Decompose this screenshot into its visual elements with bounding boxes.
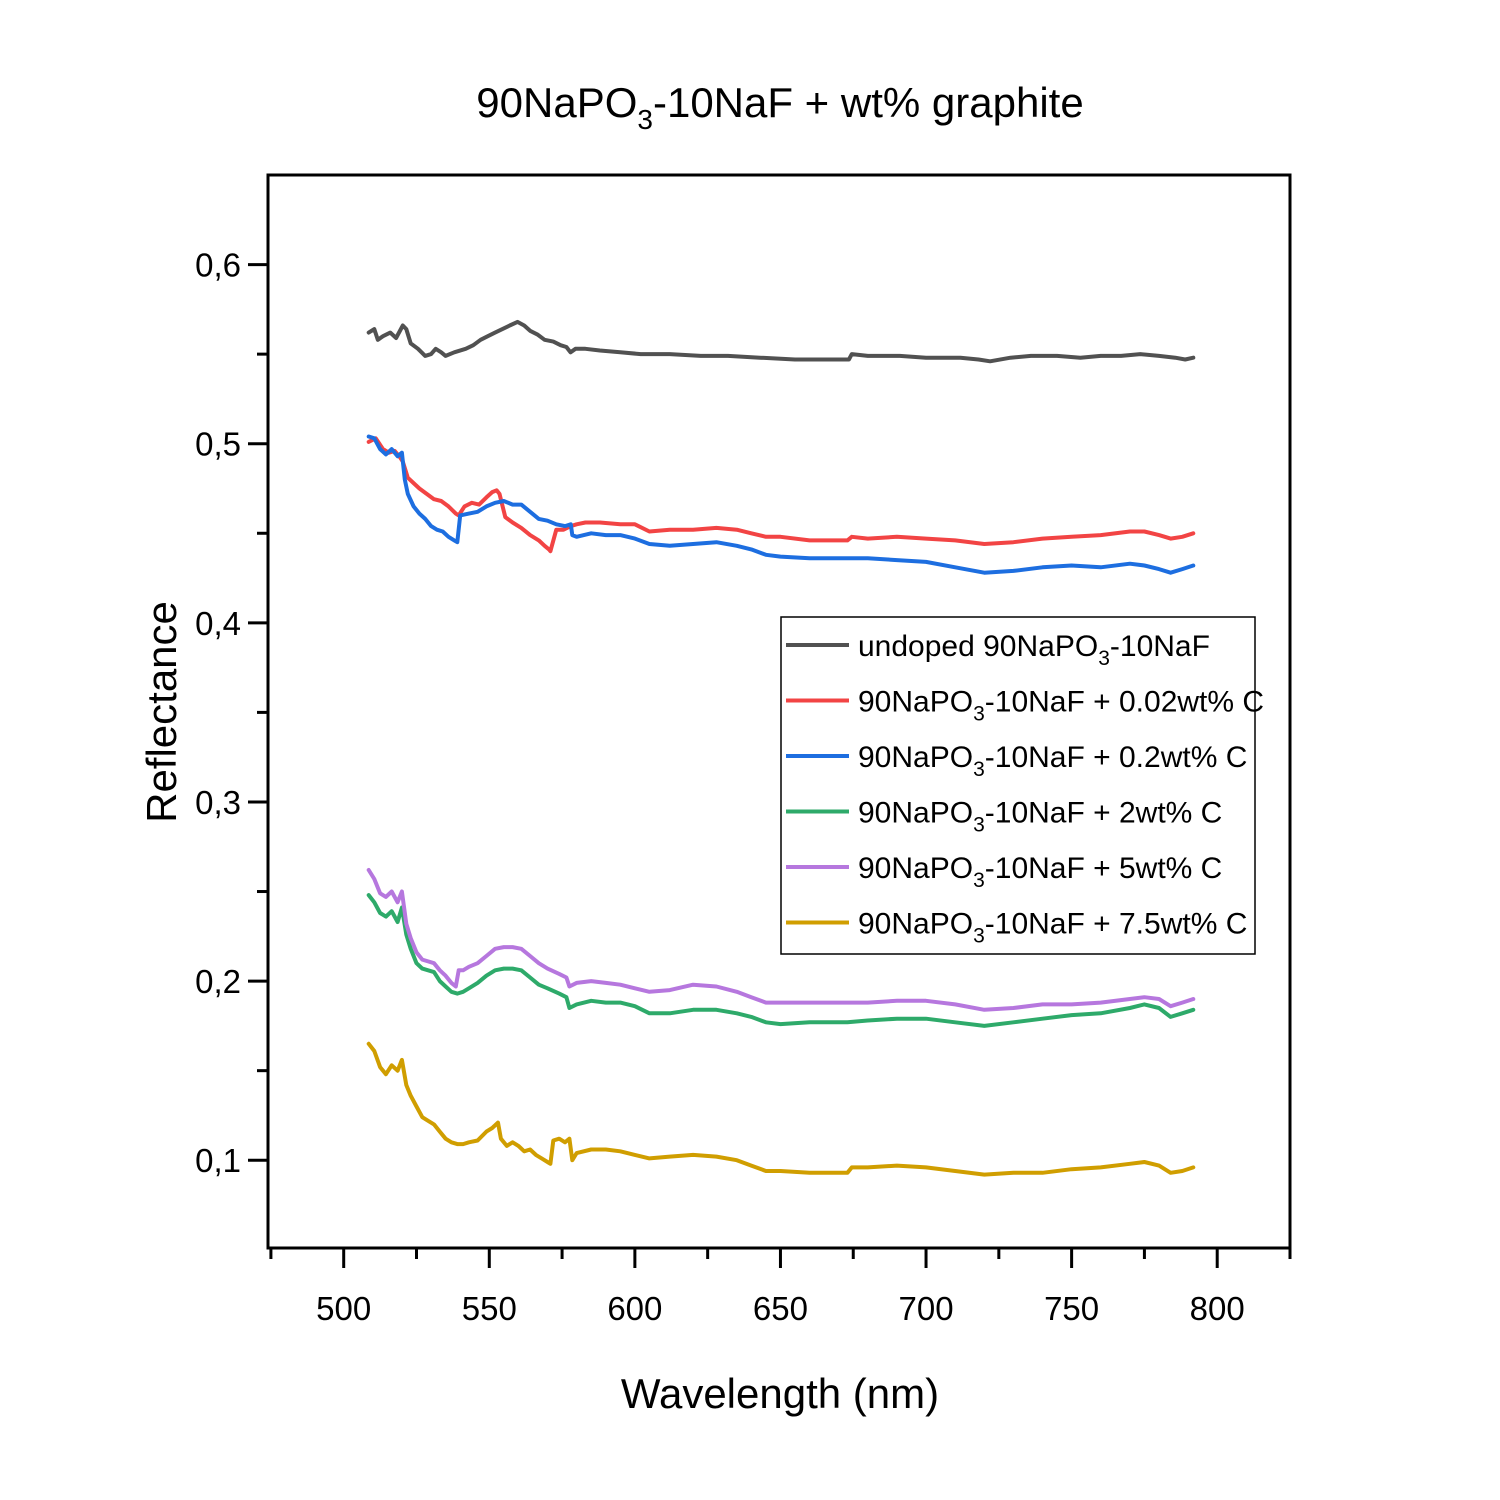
- legend-label: 90NaPO3-10NaF + 7.5wt% C: [858, 908, 1247, 948]
- legend-label-prefix: 90NaPO: [858, 852, 973, 885]
- x-axis-label: Wavelength (nm): [621, 1370, 939, 1417]
- x-axis: 500 550 600 650 700 750 800: [269, 1248, 1292, 1327]
- legend-item: 90NaPO3-10NaF + 5wt% C: [786, 852, 1222, 892]
- series-line-4: [366, 868, 1196, 1012]
- legend-label: 90NaPO3-10NaF + 5wt% C: [858, 852, 1222, 892]
- legend-label: undoped 90NaPO3-10NaF: [858, 630, 1210, 670]
- legend-label-suffix: -10NaF + 2wt% C: [985, 797, 1223, 830]
- legend-label-subscript: 3: [1098, 647, 1110, 670]
- x-tick-label: 500: [316, 1290, 371, 1327]
- x-tick-label: 650: [753, 1290, 808, 1327]
- chart-title-suffix: -10NaF + wt% graphite: [653, 79, 1084, 126]
- legend-label-subscript: 3: [973, 758, 985, 781]
- legend-label-prefix: 90NaPO: [858, 797, 973, 830]
- legend-item: undoped 90NaPO3-10NaF: [786, 630, 1210, 670]
- y-tick-label: 0,5: [195, 426, 241, 463]
- series-line-5: [366, 1041, 1196, 1177]
- legend-item: 90NaPO3-10NaF + 0.02wt% C: [786, 686, 1264, 726]
- legend-label-subscript: 3: [973, 703, 985, 726]
- series-line-2: [366, 434, 1196, 575]
- legend-item: 90NaPO3-10NaF + 0.2wt% C: [786, 741, 1247, 781]
- y-tick-label: 0,4: [195, 605, 241, 642]
- series-line-3: [366, 893, 1196, 1028]
- chart-title-subscript: 3: [637, 104, 653, 135]
- x-tick-label: 700: [899, 1290, 954, 1327]
- legend-label: 90NaPO3-10NaF + 0.02wt% C: [858, 686, 1264, 726]
- y-axis-label: Reflectance: [138, 601, 185, 823]
- chart-title: 90NaPO3-10NaF + wt% graphite: [476, 79, 1083, 135]
- series-layer: [366, 319, 1196, 1177]
- legend-label-prefix: undoped 90NaPO: [858, 630, 1098, 663]
- legend-label: 90NaPO3-10NaF + 0.2wt% C: [858, 741, 1247, 781]
- legend-box: [780, 616, 1256, 955]
- x-tick-label: 750: [1044, 1290, 1099, 1327]
- legend-label-subscript: 3: [973, 814, 985, 837]
- legend-label-suffix: -10NaF + 0.02wt% C: [985, 686, 1264, 719]
- legend-label: 90NaPO3-10NaF + 2wt% C: [858, 797, 1222, 837]
- chart-title-prefix: 90NaPO: [476, 79, 637, 126]
- x-tick-label: 550: [462, 1290, 517, 1327]
- legend-label-prefix: 90NaPO: [858, 686, 973, 719]
- legend-label-subscript: 3: [973, 869, 985, 892]
- legend-item: 90NaPO3-10NaF + 7.5wt% C: [786, 908, 1247, 948]
- series-line-1: [366, 436, 1196, 554]
- series-line-0: [366, 319, 1196, 364]
- legend-label-suffix: -10NaF + 7.5wt% C: [985, 908, 1248, 941]
- y-tick-label: 0,3: [195, 784, 241, 821]
- legend-label-prefix: 90NaPO: [858, 741, 973, 774]
- legend-label-suffix: -10NaF: [1110, 630, 1210, 663]
- legend-label-suffix: -10NaF + 5wt% C: [985, 852, 1223, 885]
- legend-label-prefix: 90NaPO: [858, 908, 973, 941]
- legend-label-subscript: 3: [973, 925, 985, 948]
- legend-label-suffix: -10NaF + 0.2wt% C: [985, 741, 1248, 774]
- x-tick-label: 600: [607, 1290, 662, 1327]
- y-tick-label: 0,1: [195, 1142, 241, 1179]
- y-axis: 0,1 0,2 0,3 0,4 0,5 0,6: [195, 247, 268, 1179]
- y-tick-label: 0,2: [195, 963, 241, 1000]
- x-tick-label: 800: [1190, 1290, 1245, 1327]
- legend-item: 90NaPO3-10NaF + 2wt% C: [786, 797, 1222, 837]
- y-tick-label: 0,6: [195, 247, 241, 284]
